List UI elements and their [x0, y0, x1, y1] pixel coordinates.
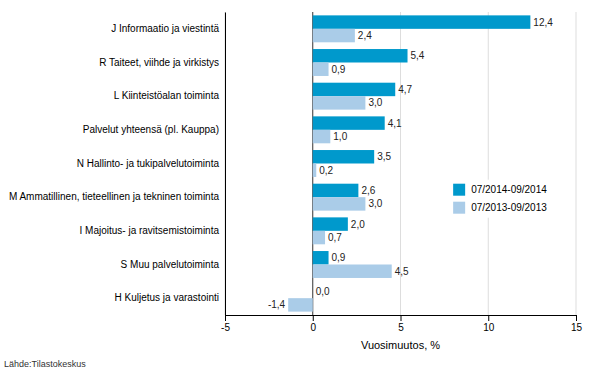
- legend-swatch: [453, 184, 465, 196]
- y-axis: J Informaatio ja viestintä R Taiteet, vii…: [9, 13, 226, 316]
- footnote: Lähde:Tilastokeskus: [4, 359, 86, 369]
- chart-svg: 12,4 5,4 4,7 4,1 3,5 2,6 2,0 0,9 0,0 2,4 0,9 3,0 1,0…: [0, 0, 598, 371]
- bar: [312, 285, 313, 298]
- legend-label: 07/2014-09/2014: [471, 184, 547, 195]
- bar: [313, 150, 374, 163]
- data-label: 4,5: [395, 266, 409, 277]
- bars: [288, 15, 530, 311]
- x-tick-label: 15: [571, 322, 583, 333]
- grid-line: [225, 12, 226, 315]
- y-tick: L Kiinteistöalan toiminta: [114, 90, 225, 101]
- bar: [313, 63, 329, 76]
- legend-label: 07/2013-09/2013: [471, 202, 547, 213]
- y-tick-label: N Hallinto- ja tukipalvelutoiminta: [77, 158, 220, 169]
- y-tick: H Kuljetus ja varastointi: [115, 292, 226, 303]
- y-tick: N Hallinto- ja tukipalvelutoiminta: [77, 158, 225, 169]
- grid-line: [488, 12, 489, 315]
- bar: [313, 231, 325, 244]
- bar: [313, 29, 355, 42]
- y-tick: M Ammatillinen, tieteellinen ja tekninen…: [9, 191, 225, 202]
- y-tick-label: M Ammatillinen, tieteellinen ja tekninen…: [9, 191, 220, 202]
- y-tick-label: J Informaatio ja viestintä: [111, 23, 219, 34]
- bar: [313, 184, 359, 197]
- bar: [313, 96, 366, 109]
- legend-swatch: [453, 202, 465, 214]
- x-tick-label: 0: [310, 322, 316, 333]
- grid: [225, 12, 576, 315]
- legend-item: 07/2013-09/2013: [453, 202, 547, 214]
- legend: 07/2014-09/2014 07/2013-09/2013: [449, 180, 551, 218]
- bar: [313, 164, 317, 177]
- data-labels: 12,4 5,4 4,7 4,1 3,5 2,6 2,0 0,9 0,0 2,4 0,9 3,0 1,0…: [268, 17, 553, 311]
- grid-line: [576, 12, 577, 315]
- data-label: 3,5: [377, 151, 391, 162]
- bar: [313, 15, 531, 28]
- legend-item: 07/2014-09/2014: [453, 184, 547, 196]
- x-tick: 15: [571, 315, 583, 333]
- data-label: 1,0: [333, 131, 347, 142]
- y-tick: R Taiteet, viihde ja virkistys: [99, 57, 225, 68]
- x-tick-label: 5: [398, 322, 404, 333]
- y-tick-label: L Kiinteistöalan toiminta: [114, 90, 220, 101]
- data-label: 2,0: [351, 219, 365, 230]
- x-tick-label: 10: [483, 322, 495, 333]
- y-tick: I Majoitus- ja ravitsemistoiminta: [80, 225, 225, 236]
- data-label: 3,0: [368, 97, 382, 108]
- y-tick-label: H Kuljetus ja varastointi: [115, 292, 220, 303]
- bar: [313, 265, 392, 278]
- x-tick: 5: [398, 315, 404, 333]
- data-label: 2,6: [361, 185, 375, 196]
- bar: [313, 116, 385, 129]
- bar: [313, 49, 408, 62]
- data-label: 0,9: [332, 252, 346, 263]
- data-label: 0,2: [319, 165, 333, 176]
- bar: [313, 217, 348, 230]
- data-label: 4,7: [398, 84, 412, 95]
- x-tick: 10: [483, 315, 495, 333]
- x-axis: -5 0 5 10 15: [221, 315, 582, 333]
- data-label: 12,4: [533, 17, 553, 28]
- data-label: 0,9: [332, 64, 346, 75]
- x-tick: 0: [310, 315, 316, 333]
- x-tick-mark: [401, 315, 402, 321]
- y-tick-label: S Muu palvelutoiminta: [121, 259, 220, 270]
- x-tick-mark: [313, 315, 314, 321]
- legend-background: [449, 180, 551, 218]
- y-tick: J Informaatio ja viestintä: [111, 23, 225, 34]
- bar: [313, 130, 331, 143]
- y-tick-label: I Majoitus- ja ravitsemistoiminta: [80, 225, 220, 236]
- bar: [288, 298, 313, 311]
- x-axis-line: [226, 316, 577, 322]
- y-tick-label: Palvelut yhteensä (pl. Kauppa): [83, 124, 219, 135]
- data-label: 2,4: [358, 30, 372, 41]
- data-label: -1,4: [268, 299, 286, 310]
- bar: [313, 83, 395, 96]
- data-label: 5,4: [411, 50, 425, 61]
- y-tick-label: R Taiteet, viihde ja virkistys: [99, 57, 219, 68]
- data-label: 0,0: [316, 286, 330, 297]
- y-tick: S Muu palvelutoiminta: [121, 259, 225, 270]
- x-tick: -5: [221, 315, 230, 333]
- y-tick: Palvelut yhteensä (pl. Kauppa): [83, 124, 225, 135]
- data-label: 0,7: [328, 232, 342, 243]
- x-tick-mark: [225, 315, 226, 321]
- x-tick-mark: [576, 315, 577, 321]
- x-tick-mark: [488, 315, 489, 321]
- bar: [313, 251, 329, 264]
- data-label: 3,0: [368, 198, 382, 209]
- x-tick-label: -5: [221, 322, 230, 333]
- x-axis-title: Vuosimuutos, %: [361, 339, 440, 351]
- data-label: 4,1: [388, 118, 402, 129]
- y-axis-line: [225, 13, 226, 316]
- bar: [313, 197, 366, 210]
- chart-container: 12,4 5,4 4,7 4,1 3,5 2,6 2,0 0,9 0,0 2,4 0,9 3,0 1,0…: [0, 0, 598, 371]
